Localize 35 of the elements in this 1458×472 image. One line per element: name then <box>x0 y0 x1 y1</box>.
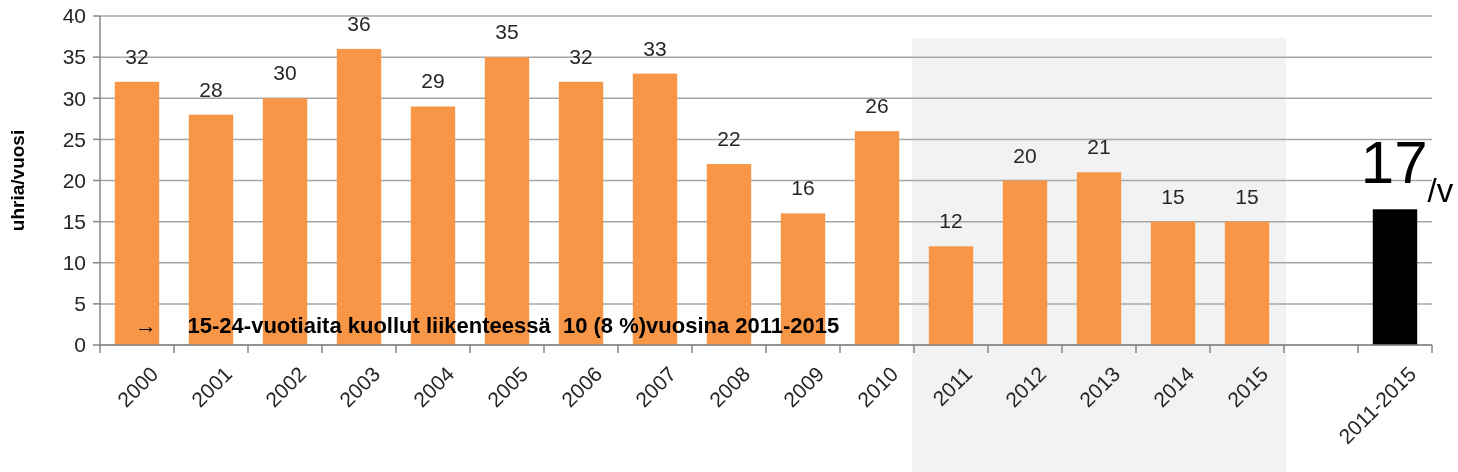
bar <box>1224 221 1270 345</box>
y-tick-label: 25 <box>62 127 86 151</box>
data-label: 26 <box>865 94 889 118</box>
data-label: 28 <box>199 77 223 101</box>
data-label: 29 <box>421 69 445 93</box>
data-label: 30 <box>273 61 297 85</box>
data-label: 22 <box>717 127 741 151</box>
data-label: 20 <box>1013 143 1037 167</box>
y-tick-label: 10 <box>62 251 86 275</box>
bar <box>1150 221 1196 345</box>
data-label: 36 <box>347 11 371 35</box>
y-tick-label: 35 <box>62 45 86 69</box>
y-tick-label: 0 <box>74 333 86 357</box>
y-tick-label: 40 <box>62 4 86 28</box>
data-label: 21 <box>1087 135 1111 159</box>
bar <box>1076 172 1122 345</box>
data-label: 15 <box>1235 184 1259 208</box>
y-tick-label: 5 <box>74 292 86 316</box>
bar <box>1372 209 1418 345</box>
y-axis-title: uhria/vuosi <box>7 129 28 232</box>
y-tick-label: 30 <box>62 86 86 110</box>
bar <box>928 246 974 345</box>
data-label: 32 <box>125 44 149 68</box>
bar <box>854 131 900 345</box>
data-label: 15 <box>1161 184 1185 208</box>
data-label: 35 <box>495 20 519 44</box>
data-label: 16 <box>791 176 815 200</box>
data-label: 12 <box>939 209 963 233</box>
y-tick-label: 15 <box>62 209 86 233</box>
y-tick-label: 20 <box>62 168 86 192</box>
bar <box>1002 180 1048 345</box>
data-label: 17$_{/v}$ <box>1360 129 1454 209</box>
bar <box>114 81 160 345</box>
data-label: 32 <box>569 44 593 68</box>
data-label: 33 <box>643 36 667 60</box>
